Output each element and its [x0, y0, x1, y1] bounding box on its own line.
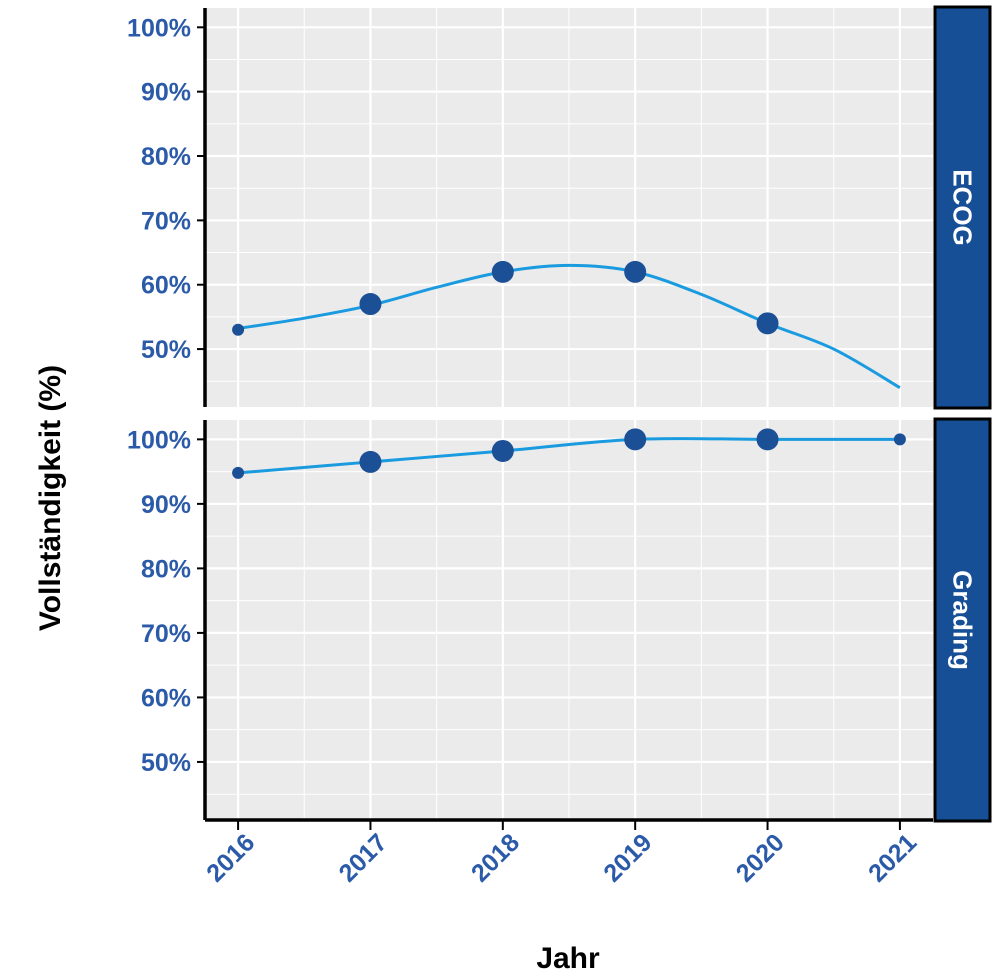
data-point: [756, 312, 779, 335]
y-tick-label: 60%: [141, 272, 191, 300]
y-tick-label: 80%: [141, 555, 191, 583]
y-tick-label: 90%: [141, 491, 191, 519]
y-tick-label: 50%: [141, 336, 191, 364]
panel-ecog: 100% 90% 80% 70% 60% 50% ECOG: [127, 5, 992, 410]
y-tick-label: 80%: [141, 143, 191, 171]
y-tick-label: 100%: [127, 14, 191, 42]
data-point: [624, 428, 647, 451]
facet-strip: [933, 5, 992, 410]
data-point: [359, 293, 382, 316]
data-point: [491, 260, 514, 283]
x-tick-label: 2019: [598, 828, 657, 887]
x-tick-label: 2018: [466, 828, 525, 887]
x-tick-label: 2017: [334, 828, 393, 887]
data-point: [232, 466, 245, 479]
y-axis-title: Vollständigkeit (%): [34, 365, 67, 631]
x-axis-title: Jahr: [536, 942, 600, 975]
series-line-ecog: [237, 263, 901, 389]
panel-grading: 100% 90% 80% 70% 60% 50% Grading: [127, 417, 992, 823]
y-tick-label: 70%: [141, 620, 191, 648]
x-tick-label: 2021: [863, 828, 922, 887]
facet-strip-label: ECOG: [948, 169, 978, 246]
facet-strip-label: Grading: [948, 570, 978, 670]
panels: 100% 90% 80% 70% 60% 50% ECOG 100% 90% 80% 70% 60% 5…: [127, 5, 992, 888]
x-tick-label: 2020: [731, 828, 790, 887]
data-point: [624, 260, 647, 283]
facet-strip: [933, 417, 992, 823]
x-tick-label: 2016: [201, 828, 260, 887]
data-point: [893, 433, 906, 446]
series-line-grading: [237, 436, 900, 475]
data-point: [756, 428, 779, 451]
y-tick-label: 50%: [141, 749, 191, 777]
data-point: [491, 439, 514, 462]
y-tick-label: 100%: [127, 426, 191, 454]
data-point: [359, 450, 382, 473]
data-point: [232, 323, 245, 336]
y-tick-label: 70%: [141, 207, 191, 235]
y-tick-label: 60%: [141, 684, 191, 712]
y-tick-label: 90%: [141, 79, 191, 107]
